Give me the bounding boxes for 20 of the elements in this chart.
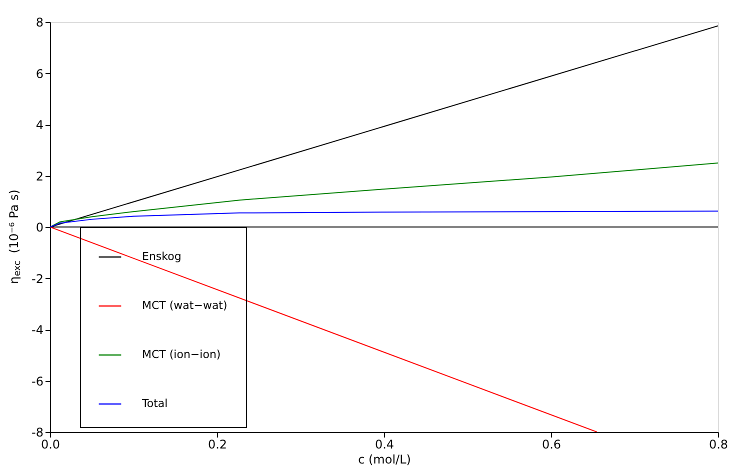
y-tick-label: 2 bbox=[36, 169, 44, 184]
y-tick-label: -2 bbox=[32, 272, 44, 286]
x-tick-label: 0.0 bbox=[40, 438, 60, 452]
legend-label: Total bbox=[141, 397, 168, 410]
y-tick-label: 4 bbox=[36, 118, 44, 132]
legend-label: MCT (wat−wat) bbox=[142, 299, 228, 312]
y-tick-label: -4 bbox=[32, 323, 44, 337]
x-tick-label: 0.2 bbox=[208, 438, 228, 452]
y-tick-label: 6 bbox=[36, 66, 44, 81]
y-tick-label: 0 bbox=[36, 220, 44, 234]
x-tick-label: 0.6 bbox=[542, 438, 562, 452]
x-tick-label: 0.8 bbox=[708, 438, 728, 452]
y-tick-label: 8 bbox=[36, 16, 44, 30]
legend-label: MCT (ion−ion) bbox=[142, 348, 221, 361]
x-tick-label: 0.4 bbox=[374, 438, 394, 452]
x-axis-title: c (mol/L) bbox=[358, 452, 411, 466]
legend-label: Enskog bbox=[142, 250, 182, 263]
y-tick-label: -8 bbox=[32, 426, 44, 440]
y-tick-label: -6 bbox=[32, 374, 44, 388]
y-axis-title: ηexc (10⁻⁶ Pa s) bbox=[7, 190, 23, 284]
